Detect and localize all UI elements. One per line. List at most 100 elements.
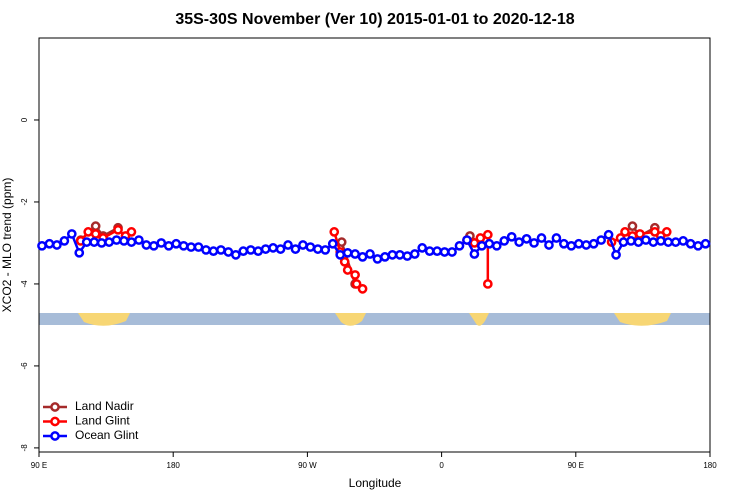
data-point bbox=[245, 245, 256, 255]
data-point bbox=[223, 247, 234, 257]
x-tick-label: 180 bbox=[167, 461, 181, 470]
data-point bbox=[380, 252, 390, 262]
data-point bbox=[551, 233, 562, 243]
data-point bbox=[329, 227, 340, 237]
data-point bbox=[126, 237, 137, 247]
data-point bbox=[477, 240, 487, 251]
data-point bbox=[163, 240, 174, 251]
x-tick-label: 90 W bbox=[298, 461, 317, 470]
data-point bbox=[342, 247, 353, 258]
x-tick-label: 90 E bbox=[568, 461, 584, 470]
data-point bbox=[193, 242, 204, 252]
data-point bbox=[663, 237, 674, 247]
data-point bbox=[238, 246, 249, 256]
data-point bbox=[290, 244, 301, 254]
data-point bbox=[90, 229, 101, 239]
data-point bbox=[424, 246, 435, 256]
data-point bbox=[462, 235, 472, 245]
data-point bbox=[275, 244, 286, 254]
data-point bbox=[156, 238, 167, 248]
x-axis-label: Longitude bbox=[349, 476, 402, 490]
data-point bbox=[693, 240, 703, 251]
data-point bbox=[66, 229, 77, 239]
land-shape bbox=[469, 313, 489, 326]
y-tick-label: -6 bbox=[20, 362, 29, 370]
data-point bbox=[581, 240, 592, 250]
data-point bbox=[357, 284, 368, 294]
y-tick-label: -2 bbox=[20, 198, 29, 206]
data-point bbox=[499, 236, 510, 246]
data-point bbox=[113, 224, 123, 235]
data-point bbox=[439, 247, 450, 257]
data-point bbox=[83, 227, 94, 237]
x-tick-label: 180 bbox=[703, 461, 717, 470]
data-point bbox=[253, 246, 264, 256]
data-point bbox=[298, 240, 308, 250]
chart-title: 35S-30S November (Ver 10) 2015-01-01 to … bbox=[175, 11, 574, 28]
data-point bbox=[685, 238, 696, 249]
data-point bbox=[655, 236, 666, 246]
legend-marker bbox=[50, 402, 60, 412]
data-point bbox=[339, 256, 350, 267]
data-point bbox=[186, 242, 196, 252]
data-point bbox=[544, 240, 554, 250]
data-point bbox=[134, 235, 144, 245]
data-point bbox=[59, 236, 70, 246]
x-tick-label: 0 bbox=[439, 461, 444, 470]
data-point bbox=[216, 245, 226, 255]
data-point bbox=[148, 240, 159, 251]
data-point bbox=[126, 227, 137, 237]
data-point bbox=[320, 245, 331, 255]
data-point bbox=[335, 249, 346, 260]
land-shape bbox=[614, 313, 671, 326]
data-point bbox=[111, 235, 122, 245]
data-point bbox=[178, 240, 189, 251]
data-point bbox=[603, 229, 614, 240]
data-point bbox=[611, 249, 621, 260]
data-point bbox=[365, 249, 375, 259]
data-point bbox=[432, 246, 442, 256]
data-point bbox=[627, 221, 638, 231]
data-point bbox=[484, 238, 495, 249]
data-point bbox=[351, 279, 362, 289]
data-point bbox=[350, 249, 360, 259]
data-point bbox=[357, 252, 368, 262]
data-point bbox=[514, 237, 524, 247]
data-point bbox=[661, 227, 672, 237]
y-tick-label: -8 bbox=[20, 444, 29, 452]
data-point bbox=[447, 247, 457, 257]
data-point bbox=[454, 240, 465, 251]
data-point bbox=[96, 238, 107, 248]
data-point bbox=[230, 249, 241, 260]
data-point bbox=[648, 237, 659, 247]
x-tick-label: 90 E bbox=[31, 461, 47, 470]
data-point bbox=[260, 244, 271, 254]
data-point bbox=[350, 270, 360, 280]
data-point bbox=[633, 237, 644, 247]
data-point bbox=[566, 240, 577, 251]
data-point bbox=[90, 221, 101, 231]
data-point bbox=[559, 238, 569, 249]
data-point bbox=[283, 240, 293, 250]
data-point bbox=[469, 249, 480, 259]
data-point bbox=[573, 238, 584, 249]
data-point bbox=[402, 251, 413, 261]
data-point bbox=[482, 279, 493, 289]
data-point bbox=[475, 233, 486, 243]
data-point bbox=[626, 236, 636, 246]
data-point bbox=[372, 254, 383, 264]
data-point bbox=[52, 240, 62, 250]
data-point bbox=[409, 249, 420, 259]
data-point bbox=[529, 238, 539, 248]
legend-label: Land Nadir bbox=[75, 399, 134, 413]
data-point bbox=[491, 240, 502, 251]
data-point bbox=[394, 249, 405, 260]
data-point bbox=[37, 240, 47, 251]
legend-label: Ocean Glint bbox=[75, 428, 139, 442]
data-point bbox=[119, 236, 129, 246]
data-point bbox=[521, 234, 532, 244]
legend-marker bbox=[50, 431, 60, 441]
legend-marker bbox=[50, 416, 60, 427]
data-point bbox=[104, 237, 114, 247]
data-point bbox=[171, 238, 182, 249]
